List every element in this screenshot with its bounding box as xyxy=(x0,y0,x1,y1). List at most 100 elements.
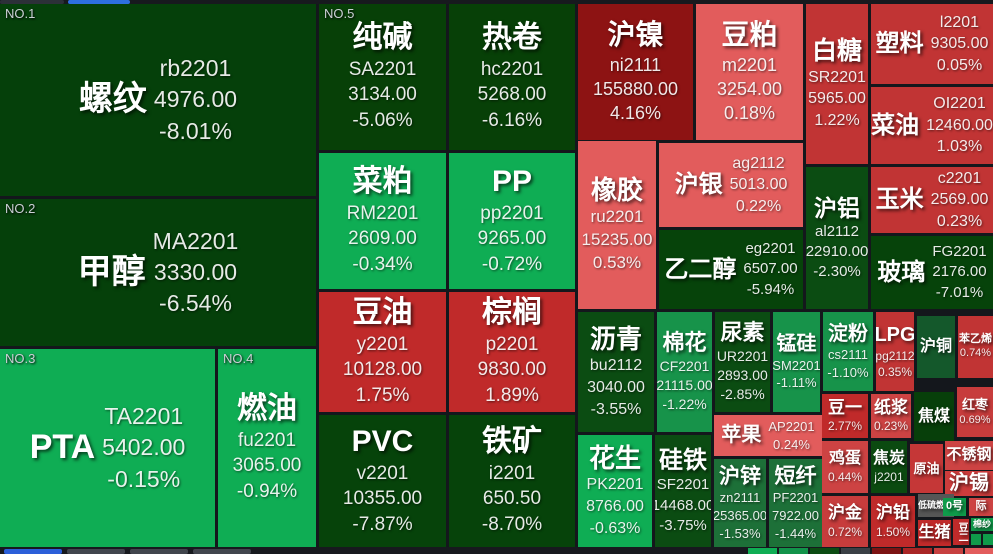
tile-pct: -1.10% xyxy=(827,364,869,380)
tile-values: SF2201 14468.00 -3.75% xyxy=(655,475,711,536)
tile-name: 螺纹 xyxy=(78,80,147,119)
tile-si-mn[interactable]: 锰硅 SM2201 -1.11% xyxy=(773,312,820,412)
tile-nickel[interactable]: 沪镍 ni2111 155880.00 4.16% xyxy=(578,4,693,140)
tile-sliver-1[interactable] xyxy=(971,534,981,545)
tile-values: pp2201 9265.00 -0.72% xyxy=(478,201,547,278)
tile-cotton-yarn[interactable]: 棉纱 xyxy=(971,518,993,531)
tile-name: 沪锌 xyxy=(719,464,761,488)
tile-pta[interactable]: NO.3 PTA TA2201 5402.00 -0.15% xyxy=(0,349,215,547)
tile-values: 0.44% xyxy=(828,469,862,485)
tile-values: AP2201 0.24% xyxy=(768,418,814,453)
tile-lpg[interactable]: LPG pg2112 0.35% xyxy=(876,312,914,391)
tile-sliver-2[interactable] xyxy=(983,534,993,545)
tile-tin[interactable]: 沪锡 xyxy=(945,471,993,496)
tile-code: fu2201 xyxy=(237,429,297,451)
tile-peanut[interactable]: 花生 PK2201 8766.00 -0.63% xyxy=(578,435,652,547)
tile-aluminum[interactable]: 沪铝 al2112 22910.00 -2.30% xyxy=(806,167,868,309)
group-rank-label: NO.2 xyxy=(5,201,36,216)
tile-gold[interactable]: 沪金 0.72% xyxy=(822,496,868,547)
tile-iron-ore[interactable]: 铁矿 i2201 650.50 -8.70% xyxy=(449,415,575,547)
tile-soybean-meal[interactable]: 豆粕 m2201 3254.00 0.18% xyxy=(696,4,803,140)
tile-coke[interactable]: 焦炭 j2201 xyxy=(871,441,907,493)
tile-glass[interactable]: 玻璃 FG2201 2176.00 -7.01% xyxy=(871,236,993,309)
tile-pct: -0.63% xyxy=(589,519,641,537)
tile-zinc[interactable]: 沪锌 zn2111 25365.00 -1.53% xyxy=(714,459,766,547)
tile-cotton[interactable]: 棉花 CF2201 21115.00 -1.22% xyxy=(657,312,712,432)
tile-soda-ash[interactable]: NO.5 纯碱 SA2201 3134.00 -5.06% xyxy=(319,4,446,150)
tile-name: 不锈钢 xyxy=(946,446,992,464)
tile-code: zn2111 xyxy=(719,490,761,506)
tile-name: 乙二醇 xyxy=(664,255,737,283)
tile-starch[interactable]: 淀粉 cs2111 -1.10% xyxy=(823,312,873,391)
tile-styrene[interactable]: 苯乙烯 0.74% xyxy=(958,316,993,378)
tile-rapeseed-meal[interactable]: 菜粕 RM2201 2609.00 -0.34% xyxy=(319,153,446,289)
tile-name: 焦煤 xyxy=(917,407,950,425)
tile-hot-coil[interactable]: 热卷 hc2201 5268.00 -6.16% xyxy=(449,4,575,150)
tile-code: pp2201 xyxy=(480,202,544,224)
tile-rubber[interactable]: 橡胶 ru2201 15235.00 0.53% xyxy=(578,141,656,309)
tile-methanol[interactable]: NO.2 甲醇 MA2201 3330.00 -6.54% xyxy=(0,199,316,346)
tile-pvc[interactable]: PVC v2201 10355.00 -7.87% xyxy=(319,415,446,547)
tile-price: 15235.00 xyxy=(581,230,653,250)
tile-code: SR2201 xyxy=(808,68,866,86)
tile-values: 2.77% xyxy=(828,418,862,434)
tile-name: 尿素 xyxy=(720,320,765,346)
tile-pct: 0.24% xyxy=(773,436,810,452)
tile-values: l2201 9305.00 0.05% xyxy=(931,12,989,77)
tile-values: UR2201 2893.00 -2.85% xyxy=(717,347,768,404)
tile-values: SA2201 3134.00 -5.06% xyxy=(348,57,417,134)
tile-soybean-b[interactable]: 豆二 xyxy=(953,519,969,545)
footer-tab-active[interactable] xyxy=(4,549,62,554)
tile-pet-fiber[interactable]: 短纤 PF2201 7922.00 -1.44% xyxy=(769,459,822,547)
tile-values: 0.72% xyxy=(828,524,862,540)
legend-color-segment xyxy=(748,548,777,554)
tile-pct: -5.06% xyxy=(352,110,413,132)
tile-coking-coal[interactable]: 焦煤 xyxy=(914,392,954,441)
tile-rubber-20[interactable]: 0号 xyxy=(943,498,966,516)
tile-copper[interactable]: 沪铜 xyxy=(917,316,955,378)
tile-si-fe[interactable]: 硅铁 SF2201 14468.00 -3.75% xyxy=(655,435,711,547)
tile-code: m2201 xyxy=(721,54,778,75)
tile-corn[interactable]: 玉米 c2201 2569.00 0.23% xyxy=(871,167,993,233)
footer-tab[interactable] xyxy=(67,549,125,554)
tile-name: 菜粕 xyxy=(352,165,413,199)
tile-pct: 0.53% xyxy=(592,253,642,273)
tile-apple[interactable]: 苹果 AP2201 0.24% xyxy=(714,415,822,456)
tile-rapeseed-oil[interactable]: 菜油 OI2201 12460.00 1.03% xyxy=(871,87,993,164)
tile-hog[interactable]: 生猪 xyxy=(918,520,951,546)
tile-pp[interactable]: PP pp2201 9265.00 -0.72% xyxy=(449,153,575,289)
tile-lead[interactable]: 沪铅 1.50% xyxy=(871,496,915,547)
tile-egg[interactable]: 鸡蛋 0.44% xyxy=(822,441,868,493)
tile-code: y2201 xyxy=(356,333,409,355)
tile-silver[interactable]: 沪银 ag2112 5013.00 0.22% xyxy=(659,143,803,227)
tile-soybean-oil[interactable]: 豆油 y2201 10128.00 1.75% xyxy=(319,292,446,412)
tile-ethylene-glycol[interactable]: 乙二醇 eg2201 6507.00 -5.94% xyxy=(659,230,803,309)
tile-price: 155880.00 xyxy=(592,78,679,99)
tile-intl-copper[interactable]: 际 xyxy=(969,498,993,516)
tile-pct: 0.18% xyxy=(723,103,776,124)
tile-code: hc2201 xyxy=(480,58,544,80)
tile-rebar[interactable]: NO.1 螺纹 rb2201 4976.00 -8.01% xyxy=(0,4,316,196)
footer-tab[interactable] xyxy=(130,549,188,554)
tile-pct: 1.75% xyxy=(355,385,410,407)
tile-name: 豆二 xyxy=(956,522,968,542)
tile-code: MA2201 xyxy=(152,227,239,254)
tile-pct: -3.75% xyxy=(659,516,707,534)
tile-name: 沪铅 xyxy=(876,503,910,523)
tile-lldpe[interactable]: 塑料 l2201 9305.00 0.05% xyxy=(871,4,993,84)
tile-bitumen[interactable]: 沥青 bu2112 3040.00 -3.55% xyxy=(578,312,654,432)
tile-pulp[interactable]: 纸浆 0.23% xyxy=(871,394,911,438)
tile-name: PP xyxy=(491,165,533,199)
tile-fuel-oil[interactable]: NO.4 燃油 fu2201 3065.00 -0.94% xyxy=(218,349,316,547)
tile-values: y2201 10128.00 1.75% xyxy=(343,332,422,409)
tile-name: 热卷 xyxy=(482,21,542,55)
tile-price: 7922.00 xyxy=(772,508,819,524)
tile-jujube[interactable]: 红枣 0.69% xyxy=(957,387,993,437)
footer-tab[interactable] xyxy=(193,549,251,554)
tile-sugar[interactable]: 白糖 SR2201 5965.00 1.22% xyxy=(806,4,868,164)
tile-soybean-a[interactable]: 豆一 2.77% xyxy=(822,394,868,438)
tile-palm-oil[interactable]: 棕榈 p2201 9830.00 1.89% xyxy=(449,292,575,412)
tile-crude-oil[interactable]: 原油 xyxy=(910,444,943,493)
tile-urea[interactable]: 尿素 UR2201 2893.00 -2.85% xyxy=(715,312,770,412)
tile-stainless-steel[interactable]: 不锈钢 xyxy=(945,441,993,470)
